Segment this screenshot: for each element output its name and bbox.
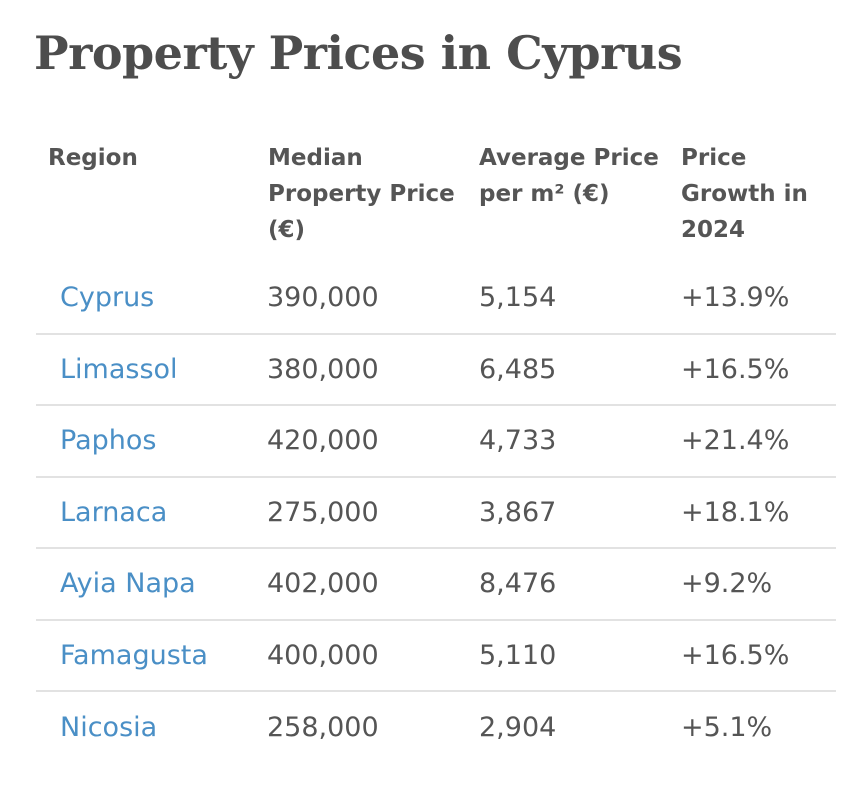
region-link[interactable]: Limassol (36, 333, 256, 406)
region-link[interactable]: Nicosia (60, 711, 158, 743)
header-region: Region (48, 145, 138, 171)
price-growth-cell: +18.1% (669, 476, 836, 549)
median-price-cell: 402,000 (256, 548, 467, 621)
average-price-cell: 5,110 (467, 619, 669, 692)
price-growth-cell: +21.4% (669, 405, 836, 478)
table-row: Paphos 420,000 4,733 +21.4% (36, 405, 836, 478)
median-price-cell: 258,000 (267, 711, 379, 743)
average-price-cell: 5,154 (467, 262, 669, 335)
median-price-cell: 420,000 (256, 405, 467, 478)
property-price-table: Region Median Property Price (€) Average… (36, 140, 836, 763)
header-median-price: Median Property Price (€) (268, 145, 455, 243)
table-row: Nicosia 258,000 2,904 +5.1% (36, 691, 836, 763)
price-growth-cell: +9.2% (669, 548, 836, 621)
region-link[interactable]: Larnaca (36, 476, 256, 549)
price-growth-cell: +5.1% (681, 711, 773, 743)
average-price-cell: 4,733 (467, 405, 669, 478)
table-row: Limassol 380,000 6,485 +16.5% (36, 333, 836, 406)
average-price-cell: 2,904 (479, 711, 557, 743)
average-price-cell: 6,485 (467, 333, 669, 406)
header-price-growth: Price Growth in 2024 (681, 145, 808, 243)
average-price-cell: 8,476 (467, 548, 669, 621)
region-link[interactable]: Paphos (36, 405, 256, 478)
median-price-cell: 380,000 (256, 333, 467, 406)
region-link[interactable]: Ayia Napa (36, 548, 256, 621)
table-row: Larnaca 275,000 3,867 +18.1% (36, 476, 836, 549)
table-row: Ayia Napa 402,000 8,476 +9.2% (36, 548, 836, 621)
table-row: Cyprus 390,000 5,154 +13.9% (36, 262, 836, 335)
price-growth-cell: +16.5% (669, 333, 836, 406)
region-link[interactable]: Cyprus (36, 262, 256, 335)
price-growth-cell: +13.9% (669, 262, 836, 335)
region-link[interactable]: Famagusta (36, 619, 256, 692)
page-title: Property Prices in Cyprus (34, 26, 683, 80)
median-price-cell: 390,000 (256, 262, 467, 335)
table-header-row: Region Median Property Price (€) Average… (36, 140, 836, 262)
table-row: Famagusta 400,000 5,110 +16.5% (36, 619, 836, 692)
header-average-price: Average Price per m² (€) (479, 145, 659, 207)
average-price-cell: 3,867 (467, 476, 669, 549)
median-price-cell: 400,000 (256, 619, 467, 692)
median-price-cell: 275,000 (256, 476, 467, 549)
price-growth-cell: +16.5% (669, 619, 836, 692)
